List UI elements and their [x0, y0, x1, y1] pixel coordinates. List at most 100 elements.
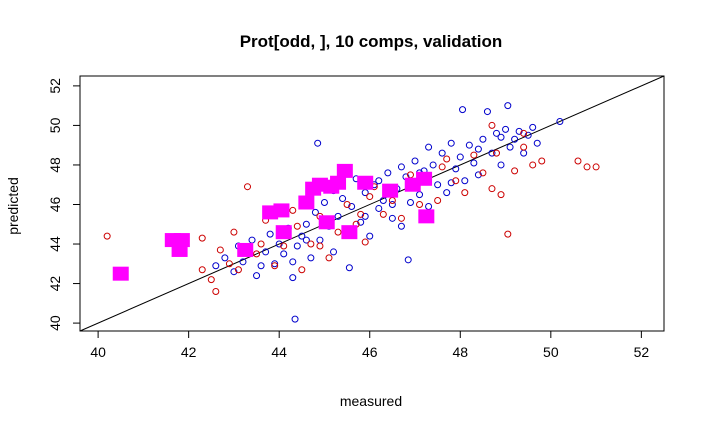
circle-point	[257, 262, 265, 270]
circle-point	[470, 151, 478, 159]
circle-point	[583, 163, 591, 171]
circle-point	[411, 157, 419, 165]
circle-point	[492, 129, 500, 137]
circle-point	[533, 139, 541, 147]
circle-point	[375, 177, 383, 185]
circle-point	[307, 240, 315, 248]
circle-point	[502, 125, 510, 133]
circle-point	[253, 272, 261, 280]
circle-point	[357, 210, 365, 218]
circle-point	[574, 157, 582, 165]
circle-point	[465, 141, 473, 149]
circle-point	[375, 204, 383, 212]
circle-point	[198, 234, 206, 242]
circle-point	[348, 202, 356, 210]
circle-point	[307, 254, 315, 262]
circle-point	[216, 246, 224, 254]
circle-point	[271, 262, 279, 270]
y-tick-label: 50	[47, 117, 63, 133]
circle-point	[452, 165, 460, 173]
circle-point	[461, 177, 469, 185]
square-point	[330, 175, 347, 190]
x-tick-label: 52	[634, 344, 650, 360]
circle-point	[384, 169, 392, 177]
circle-point	[479, 135, 487, 143]
circle-point	[248, 236, 256, 244]
circle-point	[404, 256, 412, 264]
circle-point	[357, 218, 365, 226]
circle-point	[434, 197, 442, 205]
square-point	[336, 163, 353, 178]
circle-point	[339, 195, 347, 203]
circle-point	[316, 236, 324, 244]
circle-point	[447, 179, 455, 187]
circle-point	[257, 240, 265, 248]
square-point	[416, 171, 433, 186]
circle-point	[230, 268, 238, 276]
x-tick-label: 40	[90, 344, 106, 360]
square-point	[273, 203, 290, 218]
circle-point	[225, 260, 233, 268]
circle-point	[556, 117, 564, 125]
y-tick-label: 52	[47, 78, 63, 94]
square-point	[341, 225, 358, 240]
circle-point	[239, 258, 247, 266]
circle-point	[425, 202, 433, 210]
circle-point	[298, 232, 306, 240]
square-point	[298, 195, 315, 210]
circle-point	[538, 157, 546, 165]
x-tick-label: 50	[543, 344, 559, 360]
circle-point	[293, 222, 301, 230]
circle-point	[524, 131, 532, 139]
circle-point	[443, 155, 451, 163]
circle-point	[416, 191, 424, 199]
circle-point	[479, 169, 487, 177]
x-axis-label: measured	[340, 393, 402, 409]
circle-point	[366, 193, 374, 201]
circle-point	[474, 145, 482, 153]
circle-point	[592, 163, 600, 171]
circle-point	[289, 274, 297, 282]
circle-point	[492, 149, 500, 157]
circle-point	[520, 129, 528, 137]
circle-point	[456, 153, 464, 161]
circle-point	[461, 189, 469, 197]
square-point	[173, 233, 190, 248]
circle-point	[506, 143, 514, 151]
circle-point	[302, 236, 310, 244]
series-1	[103, 121, 600, 295]
circle-point	[497, 133, 505, 141]
circle-point	[388, 214, 396, 222]
circle-point	[434, 181, 442, 189]
circle-point	[325, 254, 333, 262]
x-tick-label: 42	[181, 344, 197, 360]
circle-point	[311, 208, 319, 216]
circle-point	[388, 197, 396, 205]
circle-point	[397, 214, 405, 222]
circle-point	[334, 228, 342, 236]
y-tick-label: 46	[47, 196, 63, 212]
circle-point	[212, 287, 220, 295]
circle-point	[230, 228, 238, 236]
circle-point	[271, 260, 279, 268]
circle-point	[474, 171, 482, 179]
circle-point	[520, 149, 528, 157]
circle-point	[212, 262, 220, 270]
circle-point	[459, 106, 467, 114]
circle-point	[497, 161, 505, 169]
circle-point	[234, 266, 242, 274]
y-tick-label: 44	[47, 236, 63, 252]
circle-point	[253, 250, 261, 258]
y-tick-label: 48	[47, 157, 63, 173]
circle-point	[361, 212, 369, 220]
circle-point	[397, 163, 405, 171]
circle-point	[291, 315, 299, 323]
circle-point	[207, 276, 215, 284]
circle-point	[443, 189, 451, 197]
circle-point	[345, 264, 353, 272]
circle-point	[483, 108, 491, 116]
circle-point	[529, 123, 537, 131]
y-tick-label: 42	[47, 276, 63, 292]
circle-point	[416, 200, 424, 208]
chart-title: Prot[odd, ], 10 comps, validation	[240, 32, 503, 51]
